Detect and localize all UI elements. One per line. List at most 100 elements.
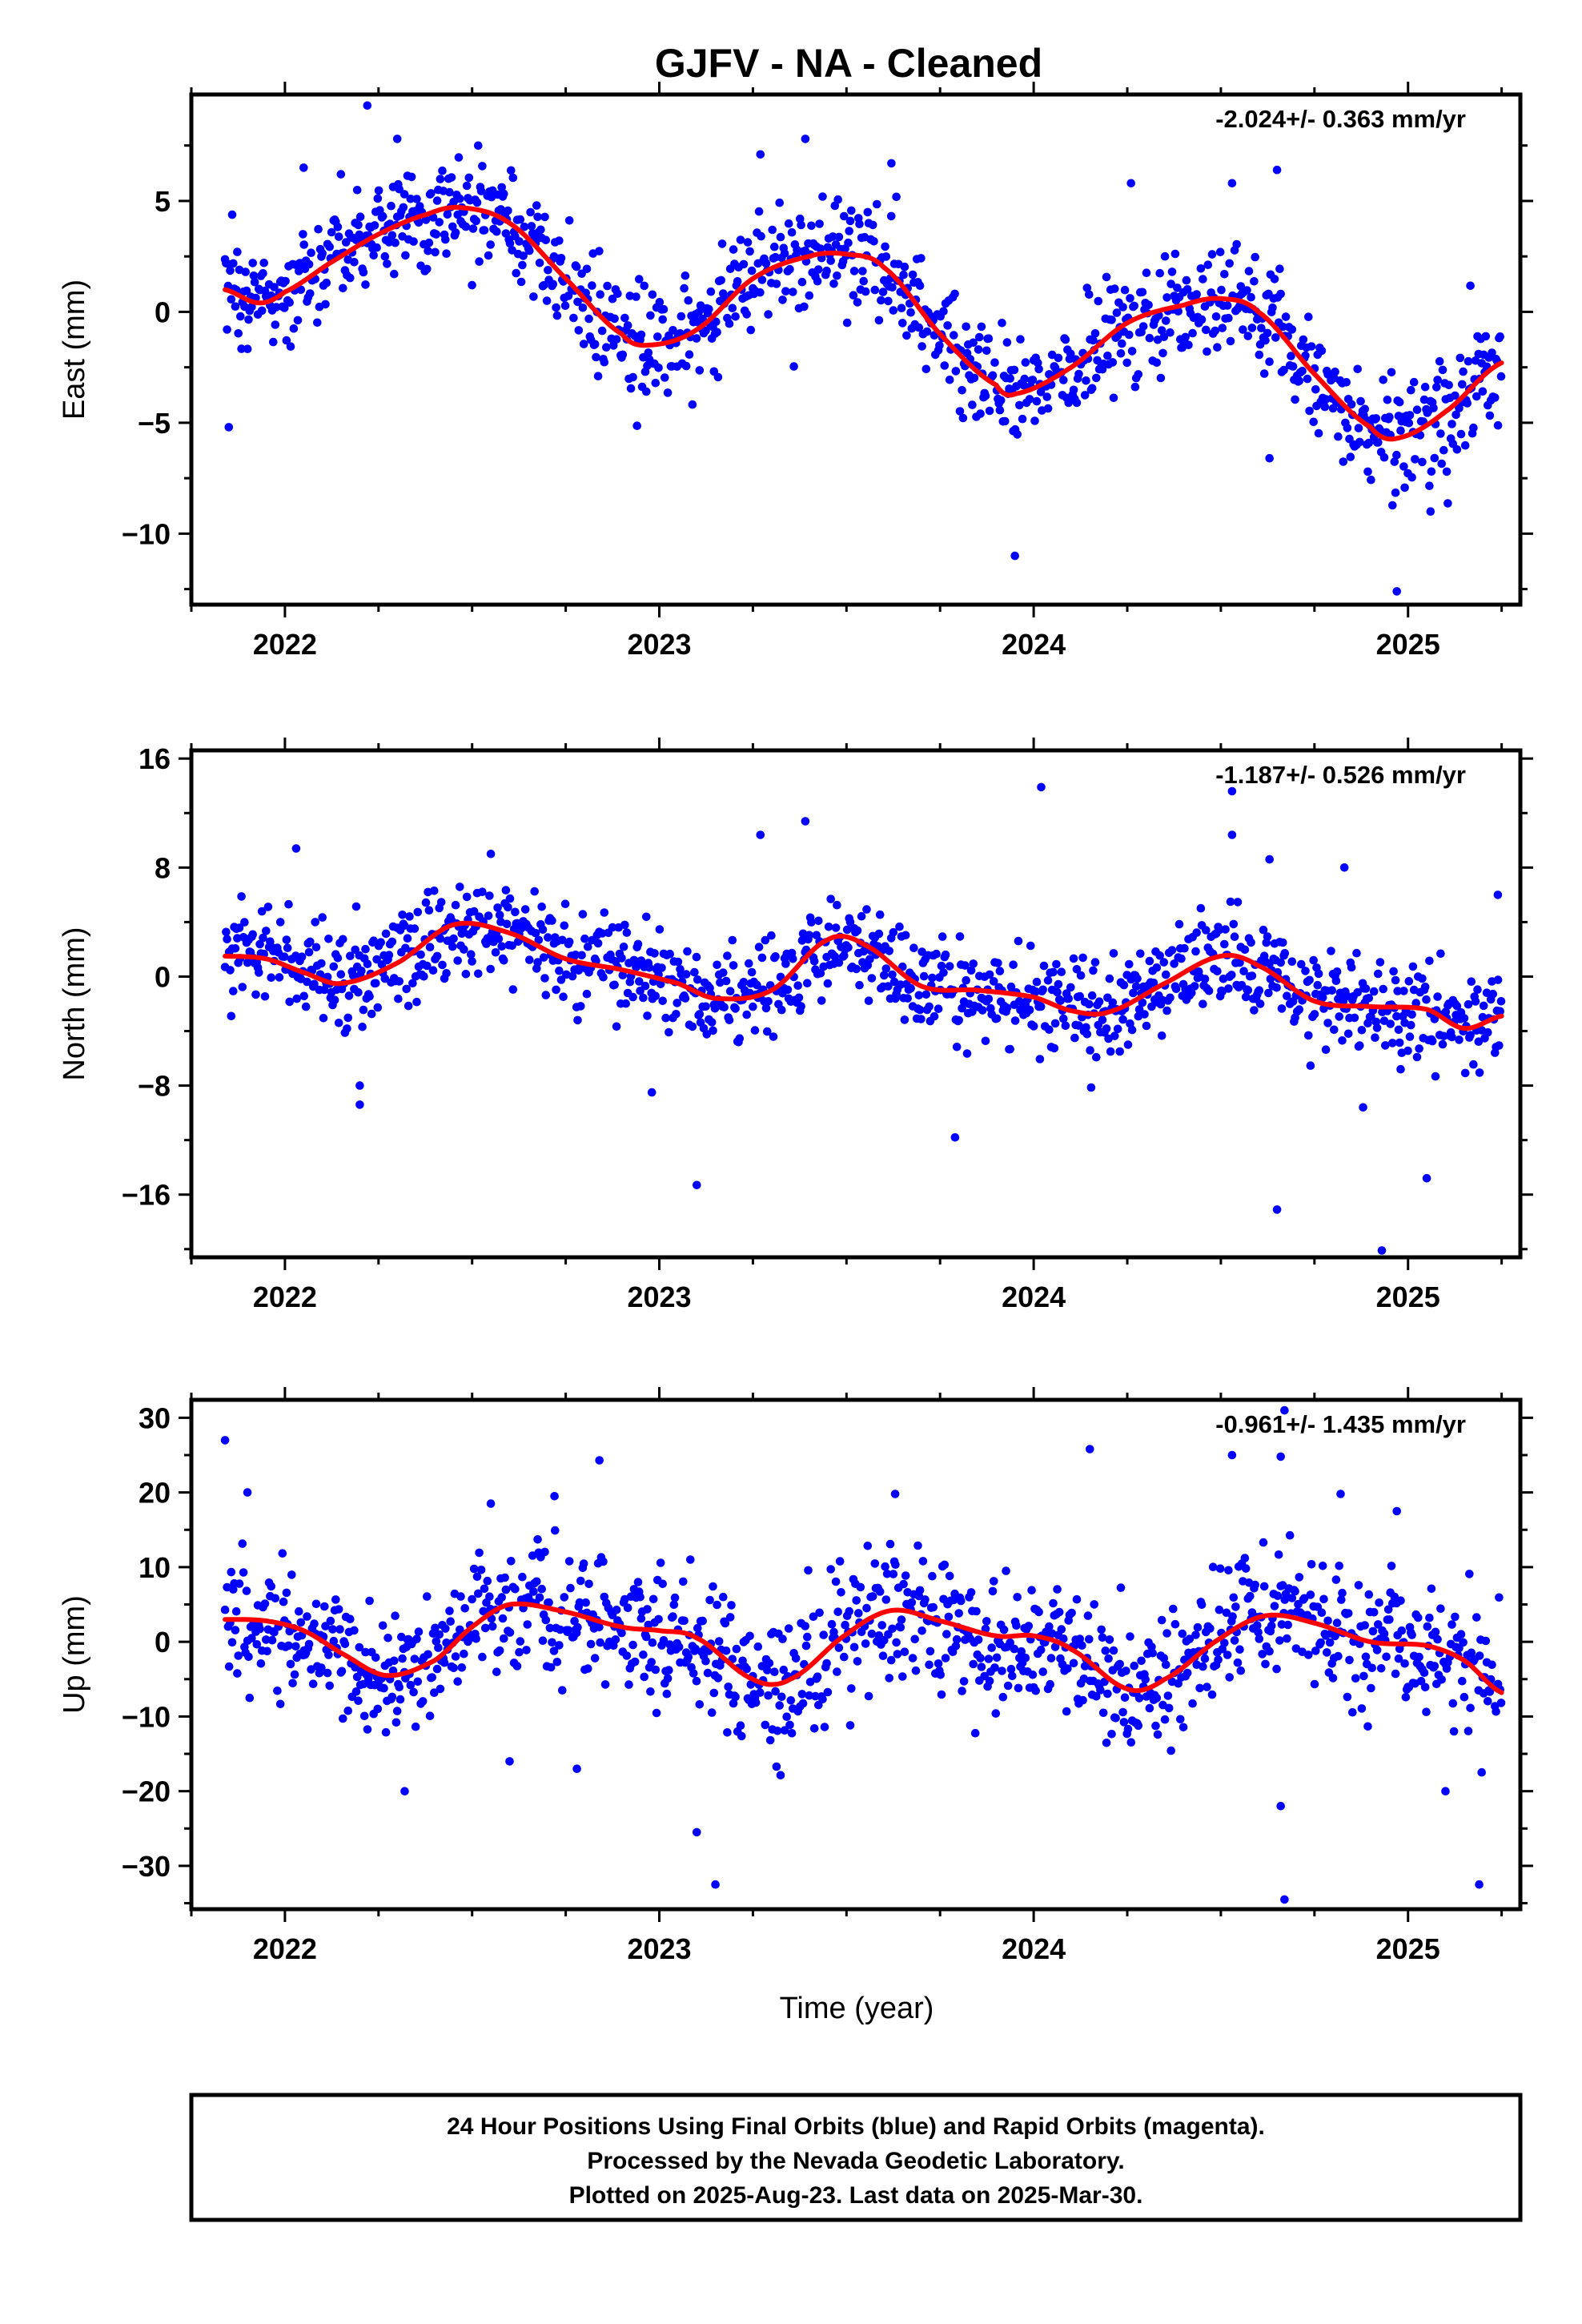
daily-position-point [859,276,868,286]
daily-position-point [575,1598,584,1607]
daily-position-point [855,980,864,990]
daily-position-point [827,1619,837,1629]
daily-position-point [1166,279,1175,288]
daily-position-point [584,1664,592,1673]
daily-position-point [485,1592,494,1601]
daily-position-point [713,372,723,382]
daily-position-point [1458,1676,1467,1686]
daily-position-point [636,330,646,340]
daily-position-point [259,259,269,267]
daily-position-point [267,973,276,982]
daily-position-point [982,1617,991,1626]
daily-position-point [862,905,871,914]
daily-position-point [1199,275,1207,283]
daily-position-point [247,303,256,312]
daily-position-point [492,227,501,236]
daily-position-point [1388,1039,1397,1047]
daily-position-point [1083,1611,1093,1620]
daily-position-point [1239,967,1248,975]
daily-position-point [847,206,856,215]
daily-position-point [1463,399,1472,408]
daily-position-point [1089,966,1098,975]
daily-position-point [1382,1652,1391,1662]
outlier-point [1475,1880,1484,1889]
daily-position-point [1452,410,1460,420]
daily-position-point [767,931,776,940]
daily-position-point [680,1616,689,1626]
model-fit-line [223,1601,1504,1695]
daily-position-point [917,342,926,351]
daily-position-point [1028,1671,1038,1679]
daily-position-point [1014,936,1023,946]
daily-position-point [975,332,984,342]
daily-position-point [1374,1620,1383,1629]
daily-position-point [1496,997,1506,1006]
daily-position-point [917,947,926,956]
daily-position-point [460,1649,468,1659]
daily-position-point [1447,1620,1456,1629]
daily-position-point [1369,1607,1379,1617]
daily-position-point [955,932,965,941]
daily-position-point [428,1673,436,1682]
x-tick-label: 2023 [627,628,691,661]
daily-position-point [469,907,479,916]
daily-position-point [336,970,346,979]
daily-position-point [1122,358,1131,368]
daily-position-point [402,984,411,994]
daily-position-point [865,955,874,963]
daily-position-point [329,962,339,971]
daily-position-point [1026,941,1035,951]
daily-position-point [1280,949,1290,958]
daily-position-point [1356,396,1365,406]
daily-position-point [248,259,258,267]
daily-position-point [640,281,648,291]
daily-position-point [705,304,713,314]
daily-position-point [881,1562,889,1571]
daily-position-point [764,1691,773,1700]
daily-position-point [299,240,309,249]
daily-position-point [1162,316,1170,325]
daily-position-point [1224,1566,1233,1575]
daily-position-point [840,211,849,221]
daily-position-point [263,903,273,911]
daily-position-point [608,923,617,932]
daily-position-point [297,952,307,961]
daily-position-point [1157,1031,1166,1040]
daily-position-point [281,276,290,286]
daily-position-point [1240,1554,1250,1562]
daily-position-point [1473,985,1482,994]
daily-position-point [1270,1602,1279,1610]
daily-position-point [685,350,694,360]
daily-position-point [350,1626,359,1635]
daily-position-point [861,287,870,296]
daily-position-point [1274,1550,1283,1559]
daily-position-point [578,304,588,312]
daily-position-point [1049,1598,1058,1608]
daily-position-point [781,287,790,296]
daily-position-point [1118,303,1127,312]
daily-position-point [764,310,773,319]
daily-position-point [1405,411,1415,420]
daily-position-point [515,237,524,246]
daily-position-point [512,1662,522,1671]
daily-position-point [620,920,629,930]
daily-position-point [998,319,1006,328]
daily-position-point [500,956,508,965]
daily-position-point [260,992,270,1001]
daily-position-point [1101,1647,1110,1655]
daily-position-point [1211,326,1220,336]
daily-position-point [863,1542,873,1550]
daily-position-point [731,1004,740,1013]
daily-position-point [1355,1041,1364,1050]
daily-position-point [713,328,721,337]
daily-position-point [976,409,985,418]
daily-position-point [646,311,655,320]
daily-position-point [974,1635,983,1644]
daily-position-point [1255,1634,1264,1643]
daily-position-point [1027,1586,1036,1594]
daily-position-point [430,887,439,895]
outlier-point [1280,1895,1289,1904]
daily-position-point [1215,1605,1224,1614]
outlier-point [1265,453,1274,463]
daily-position-point [1420,1683,1430,1692]
